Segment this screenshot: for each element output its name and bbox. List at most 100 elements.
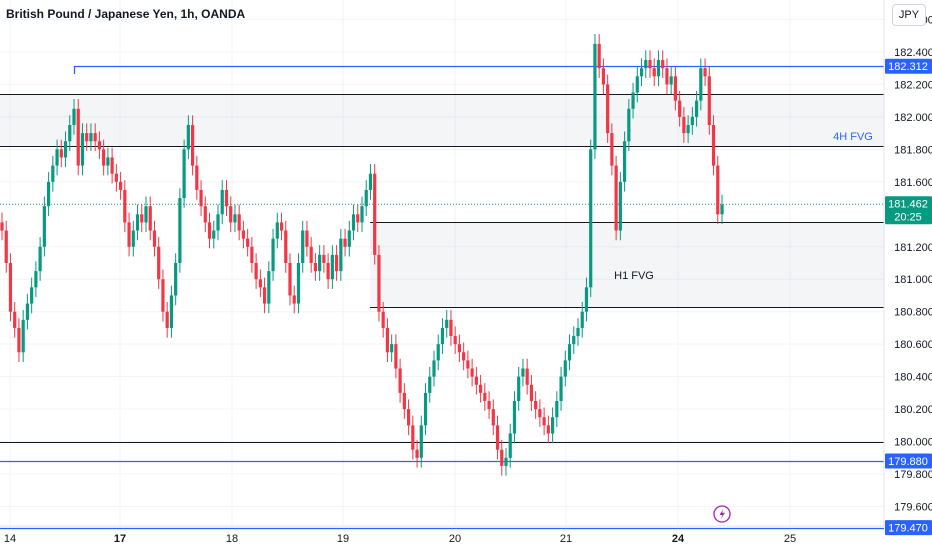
- y-tick-label: 180.600: [894, 339, 932, 351]
- candle-body: [301, 231, 304, 263]
- candle-body: [123, 190, 126, 222]
- candle-body: [259, 279, 262, 287]
- x-tick-label: 14: [4, 533, 16, 545]
- candle-body: [60, 149, 63, 157]
- y-tick-label: 180.200: [894, 404, 932, 416]
- candle-body: [636, 76, 639, 92]
- x-tick-label: 20: [449, 533, 461, 545]
- candle-body: [183, 149, 186, 198]
- x-tick-label: 24: [672, 533, 685, 545]
- x-tick-label: 18: [226, 533, 238, 545]
- y-tick-label: 182.000: [894, 112, 932, 124]
- candle-body: [382, 312, 385, 328]
- candle-body: [471, 369, 474, 377]
- candle-body: [94, 133, 97, 141]
- candle-body: [115, 174, 118, 182]
- candle-body: [500, 450, 503, 466]
- candle-body: [297, 263, 300, 304]
- candle-body: [314, 263, 317, 271]
- candle-body: [466, 360, 469, 368]
- candle-body: [712, 125, 715, 166]
- candle-body: [30, 287, 33, 303]
- y-tick-label: 182.400: [894, 47, 932, 59]
- price-tag-label: 179.470: [888, 523, 928, 535]
- candle-body: [644, 60, 647, 68]
- candle-body: [43, 206, 46, 247]
- y-tick-label: 181.600: [894, 177, 932, 189]
- candle-body: [293, 295, 296, 303]
- candle-body: [568, 344, 571, 360]
- candle-body: [255, 263, 258, 279]
- candle-body: [310, 247, 313, 263]
- candle-body: [250, 247, 253, 263]
- candle-body: [127, 222, 130, 246]
- candle-body: [140, 214, 143, 222]
- y-tick-label: 182.200: [894, 79, 932, 91]
- candle-body: [305, 231, 308, 247]
- candle-body: [615, 166, 618, 231]
- candle-body: [598, 44, 601, 68]
- candle-body: [564, 360, 567, 376]
- candle-body: [119, 182, 122, 190]
- candle-body: [674, 76, 677, 100]
- candle-body: [386, 328, 389, 352]
- candle-body: [716, 166, 719, 215]
- candle-body: [216, 214, 219, 230]
- candle-body: [483, 393, 486, 401]
- candle-body: [55, 149, 58, 165]
- candle-body: [157, 247, 160, 279]
- candle-body: [208, 222, 211, 238]
- candle-body: [678, 101, 681, 117]
- candle-body: [695, 101, 698, 117]
- time-axis: 14 17 18 19 20 21 24 25: [4, 533, 796, 545]
- candle-body: [212, 231, 215, 239]
- y-tick-label: 180.400: [894, 372, 932, 384]
- candle-body: [111, 157, 114, 173]
- candle-body: [538, 409, 541, 417]
- chart-title: British Pound / Japanese Yen, 1h, OANDA: [6, 7, 246, 21]
- candle-body: [415, 450, 418, 458]
- candle-body: [661, 60, 664, 68]
- candle-body: [475, 377, 478, 385]
- lightning-icon[interactable]: [714, 506, 730, 522]
- candle-body: [627, 109, 630, 141]
- price-axis: 182.600182.400182.200182.000181.800181.6…: [894, 14, 932, 513]
- candle-body: [513, 401, 516, 433]
- candle-body: [263, 287, 266, 303]
- candle-body: [331, 255, 334, 279]
- candle-body: [136, 214, 139, 230]
- x-tick-label: 17: [114, 533, 126, 545]
- candle-body: [72, 109, 75, 125]
- candle-body: [496, 425, 499, 449]
- candle-body: [225, 190, 228, 206]
- candle-body: [487, 401, 490, 409]
- candle-body: [187, 125, 190, 149]
- annotation-h1-fvg: H1 FVG: [614, 270, 654, 282]
- candle-body: [543, 417, 546, 425]
- candle-body: [199, 190, 202, 206]
- candle-body: [534, 401, 537, 409]
- candle-body: [369, 174, 372, 190]
- candle-body: [610, 133, 613, 165]
- candle-body: [572, 336, 575, 344]
- candle-body: [720, 205, 723, 215]
- candle-body: [170, 295, 173, 327]
- x-tick-label: 19: [337, 533, 349, 545]
- candle-body: [77, 109, 80, 166]
- candle-body: [106, 157, 109, 165]
- candle-body: [390, 344, 393, 352]
- y-tick-label: 181.000: [894, 274, 932, 286]
- candle-body: [352, 214, 355, 230]
- fvg-zones: [0, 94, 884, 307]
- candle-body: [462, 352, 465, 360]
- candle-body: [640, 68, 643, 76]
- candle-body: [530, 385, 533, 401]
- candle-body: [335, 255, 338, 271]
- currency-button[interactable]: JPY: [892, 4, 926, 26]
- candle-body: [0, 222, 3, 230]
- price-tags: 182.312181.46220:25179.880179.470: [885, 59, 932, 535]
- candle-body: [555, 401, 558, 417]
- candle-body: [26, 304, 29, 320]
- candle-body: [399, 369, 402, 393]
